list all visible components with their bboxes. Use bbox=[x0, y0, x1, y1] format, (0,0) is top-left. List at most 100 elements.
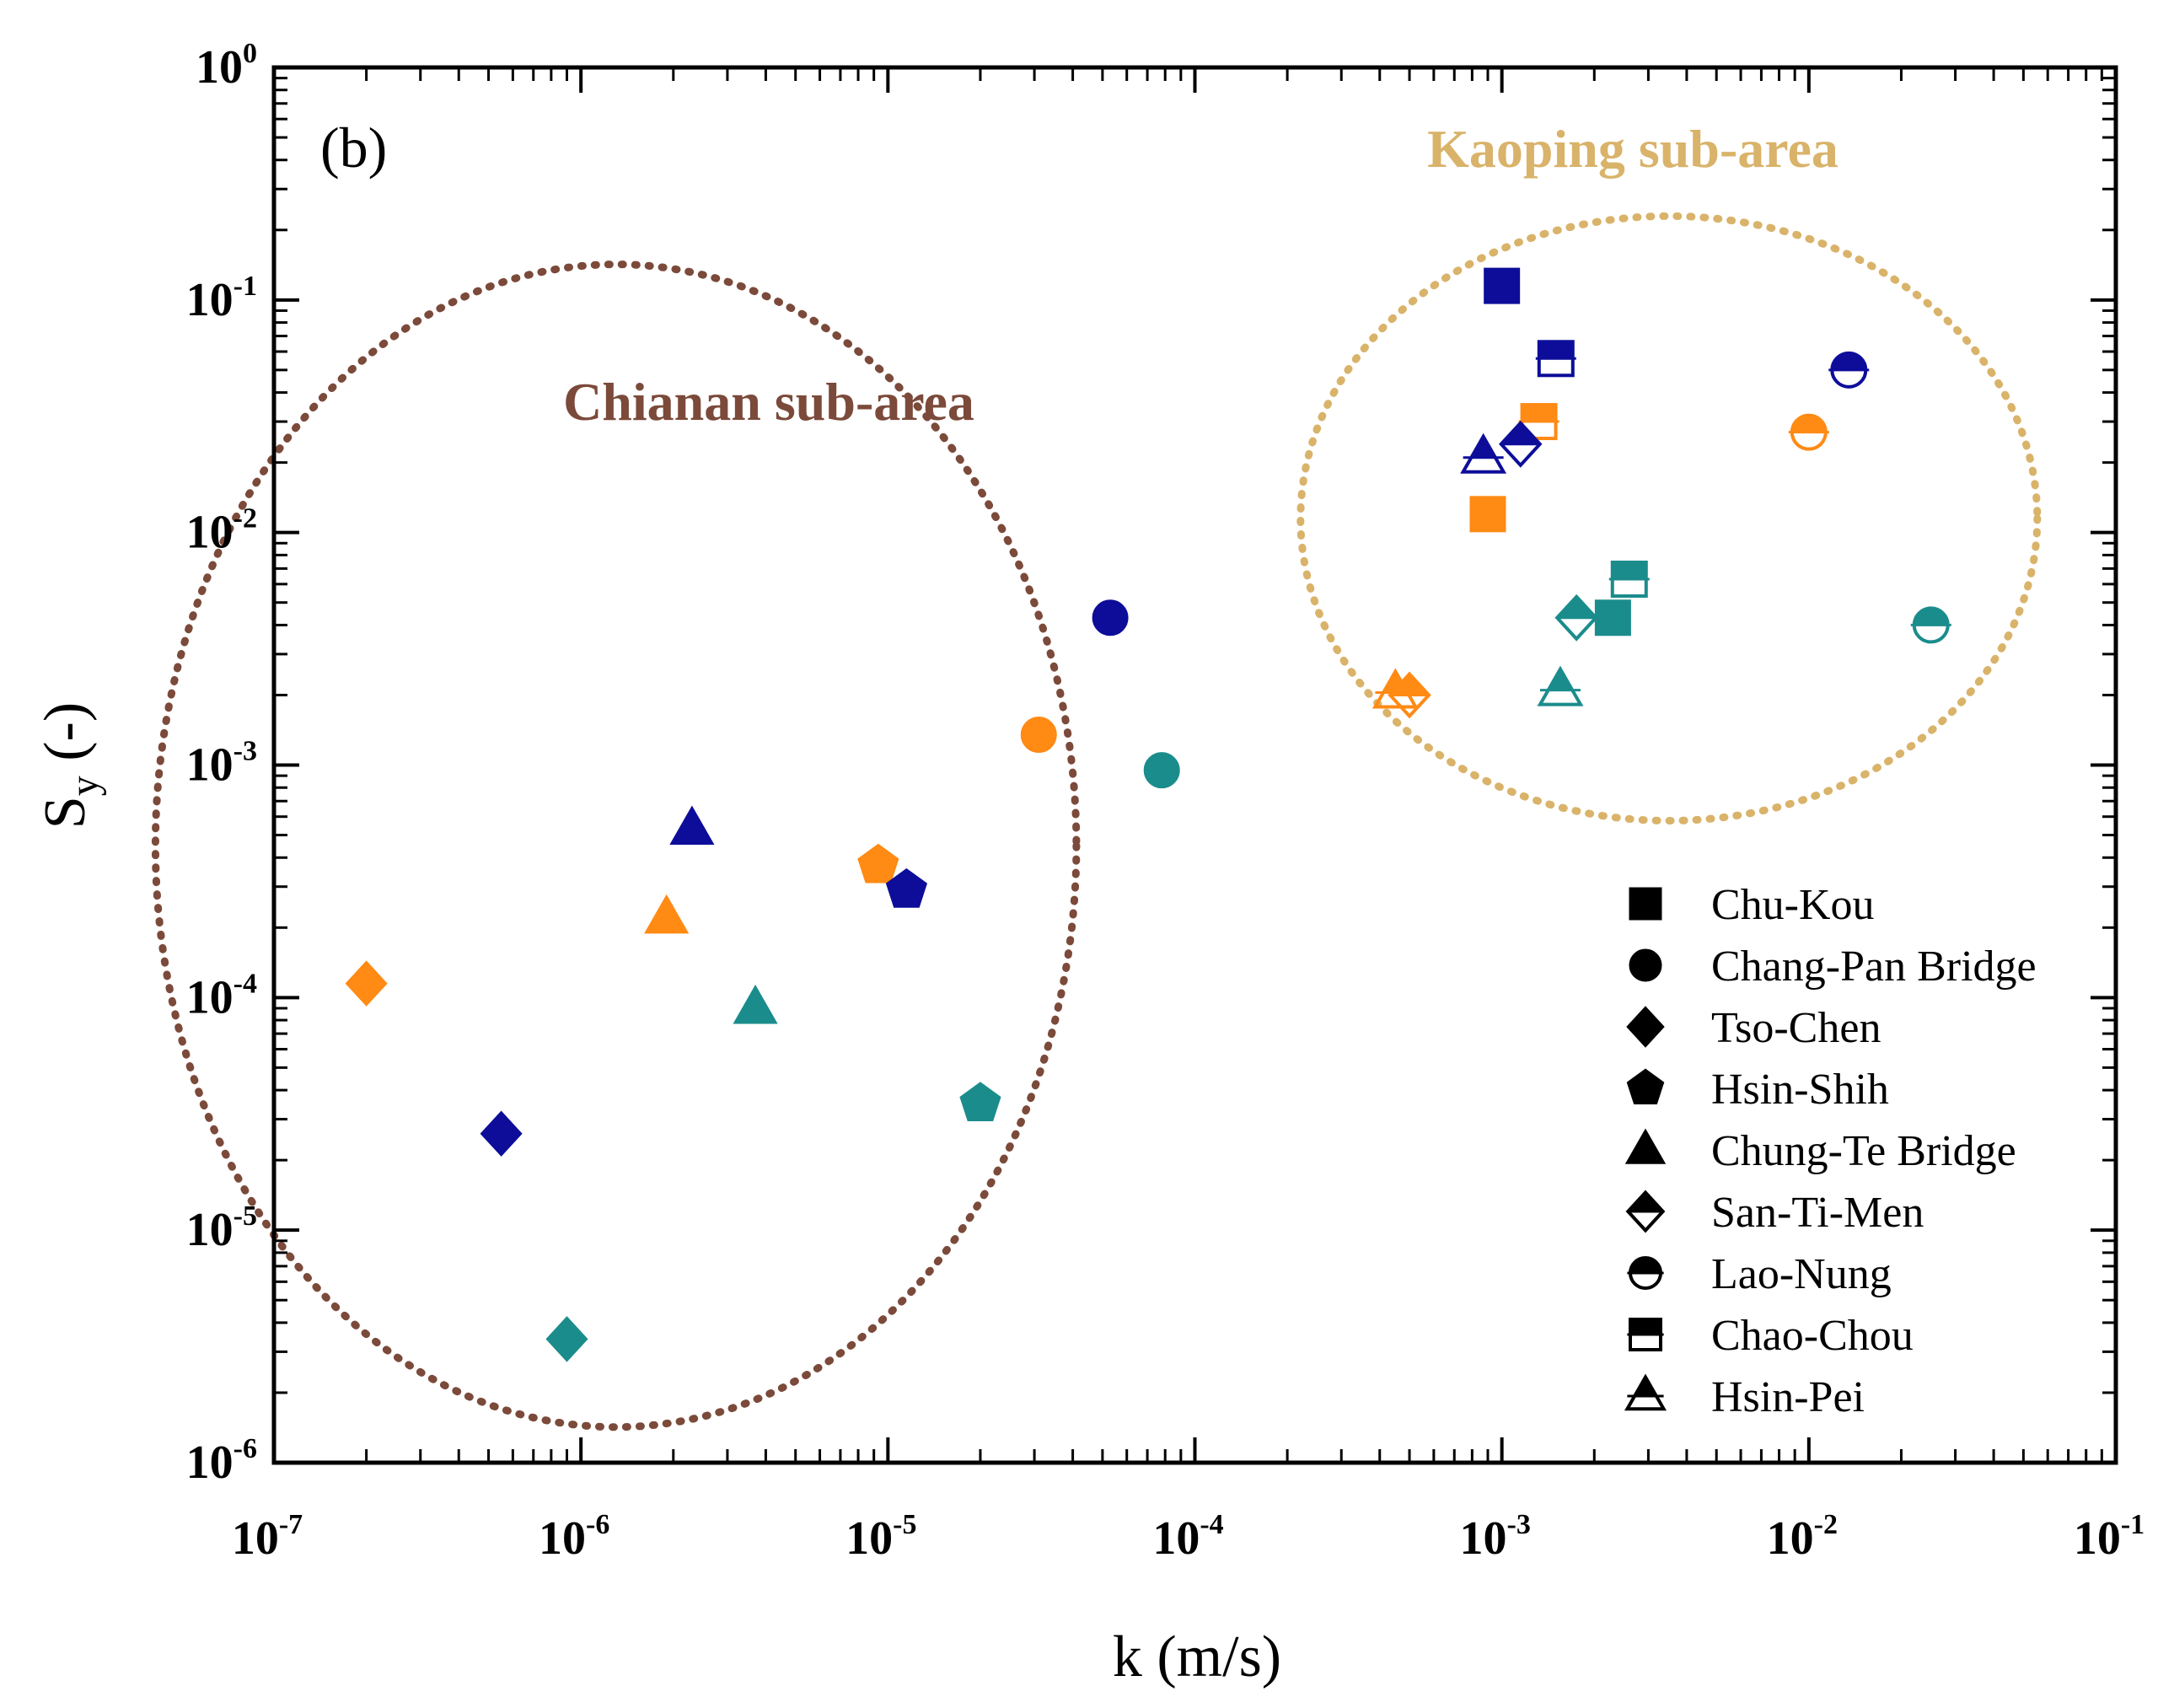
point-tso-chen-shape bbox=[345, 960, 388, 1007]
point-san-ti-men bbox=[1388, 671, 1431, 719]
point-san-ti-men-outline bbox=[1499, 420, 1543, 468]
x-tick-exp: -4 bbox=[1200, 1509, 1223, 1540]
x-tick-exp: -2 bbox=[1814, 1509, 1838, 1540]
point-chu-kou bbox=[1594, 599, 1631, 636]
point-san-ti-men bbox=[1499, 420, 1543, 468]
x-axis-title: k (m/s) bbox=[1113, 1625, 1281, 1689]
point-tso-chen-shape bbox=[545, 1316, 588, 1362]
group-label-kaoping: Kaoping sub-area bbox=[1427, 119, 1839, 179]
y-tick-exp: -6 bbox=[234, 1433, 257, 1464]
legend-chu-kou-marker bbox=[1629, 887, 1662, 921]
data-points bbox=[345, 267, 1951, 1362]
point-hsin-shih-shape bbox=[885, 867, 928, 908]
y-tick-base: 10 bbox=[186, 274, 234, 326]
legend-lao-nung-label: Lao-Nung bbox=[1711, 1250, 1892, 1298]
x-tick-base: 10 bbox=[539, 1512, 586, 1565]
point-san-ti-men-fill bbox=[1557, 596, 1597, 618]
x-tick-label: 10-3 bbox=[1460, 1509, 1531, 1565]
point-chu-kou bbox=[1484, 267, 1521, 304]
point-chu-kou-shape bbox=[1594, 599, 1631, 636]
point-hsin-shih bbox=[959, 1082, 1001, 1122]
legend-san-ti-men-marker bbox=[1625, 1190, 1666, 1233]
y-tick-label: 10-3 bbox=[186, 736, 257, 792]
x-tick-label: 10-6 bbox=[539, 1509, 609, 1565]
y-tick-exp: -1 bbox=[234, 271, 257, 302]
panel-label: (b) bbox=[320, 115, 387, 180]
legend-chang-pan-bridge-label: Chang-Pan Bridge bbox=[1711, 943, 2037, 991]
legend-lao-nung-marker bbox=[1627, 1256, 1664, 1290]
point-chung-te-bridge-shape bbox=[669, 805, 715, 846]
y-tick-label: 10-6 bbox=[186, 1433, 257, 1489]
legend-hsin-pei-marker-fill bbox=[1635, 1377, 1656, 1396]
legend-chu-kou-label: Chu-Kou bbox=[1711, 881, 1875, 929]
x-tick-base: 10 bbox=[1460, 1512, 1507, 1565]
legend-chung-te-bridge-marker-shape bbox=[1624, 1128, 1667, 1164]
legend: Chu-Kou Chang-Pan Bridge Tso-Chen Hsin-Shih… bbox=[1624, 881, 2037, 1421]
group-ellipse-kaoping bbox=[1296, 212, 2042, 825]
point-chung-te-bridge bbox=[733, 984, 778, 1024]
point-chang-pan-bridge-shape bbox=[1143, 752, 1180, 789]
y-tick-base: 10 bbox=[196, 41, 243, 94]
point-hsin-pei-outline bbox=[1460, 432, 1507, 474]
legend-san-ti-men-marker-outline bbox=[1625, 1190, 1666, 1233]
point-san-ti-men bbox=[1554, 594, 1598, 642]
y-tick-label: 10-2 bbox=[186, 503, 257, 559]
point-lao-nung bbox=[1788, 413, 1829, 451]
y-axis-title-sub: y bbox=[62, 776, 107, 796]
group-ellipse-chianan bbox=[151, 260, 1081, 1431]
x-tick-label: 10-7 bbox=[232, 1509, 303, 1565]
point-chung-te-bridge bbox=[644, 894, 690, 934]
point-chang-pan-bridge bbox=[1092, 599, 1129, 636]
point-chao-chou-fill bbox=[1612, 562, 1646, 580]
point-tso-chen bbox=[345, 960, 388, 1007]
point-lao-nung bbox=[1828, 351, 1870, 389]
point-tso-chen bbox=[480, 1110, 523, 1157]
x-tick-base: 10 bbox=[232, 1512, 279, 1565]
legend-chung-te-bridge-marker bbox=[1624, 1128, 1667, 1164]
x-tick-base: 10 bbox=[1152, 1512, 1200, 1565]
point-hsin-shih bbox=[885, 867, 928, 908]
y-tick-label: 10-1 bbox=[186, 271, 257, 326]
x-tick-exp: -3 bbox=[1507, 1509, 1531, 1540]
point-hsin-pei-fill bbox=[1471, 436, 1495, 458]
y-tick-base: 10 bbox=[186, 739, 234, 792]
point-chang-pan-bridge bbox=[1143, 752, 1180, 789]
point-san-ti-men-fill bbox=[1500, 422, 1540, 444]
point-chao-chou bbox=[1608, 561, 1650, 599]
legend-tso-chen-marker-shape bbox=[1626, 1006, 1665, 1048]
y-tick-base: 10 bbox=[186, 971, 234, 1023]
x-tick-label: 10-4 bbox=[1152, 1509, 1223, 1565]
point-hsin-pei-outline bbox=[1537, 665, 1584, 706]
point-lao-nung-fill bbox=[1832, 352, 1866, 370]
legend-tso-chen-marker bbox=[1626, 1006, 1665, 1048]
point-chung-te-bridge-shape bbox=[644, 894, 690, 934]
legend-chang-pan-bridge-marker bbox=[1629, 948, 1662, 982]
y-tick-exp: -3 bbox=[234, 736, 257, 767]
point-san-ti-men-outline bbox=[1554, 594, 1598, 642]
legend-chao-chou-marker bbox=[1627, 1318, 1664, 1351]
y-tick-label: 10-5 bbox=[186, 1200, 257, 1256]
point-hsin-pei bbox=[1460, 432, 1507, 474]
point-lao-nung bbox=[1910, 606, 1951, 644]
legend-chao-chou-marker-fill bbox=[1630, 1319, 1661, 1335]
y-axis-title-suffix: (-) bbox=[33, 702, 98, 776]
point-chao-chou bbox=[1535, 340, 1576, 378]
x-tick-exp: -6 bbox=[586, 1509, 609, 1540]
point-chao-chou-fill bbox=[1522, 405, 1556, 422]
legend-hsin-shih-marker-shape bbox=[1626, 1068, 1665, 1104]
point-hsin-pei bbox=[1537, 665, 1584, 706]
group-ellipses bbox=[151, 212, 2042, 1431]
y-tick-label: 100 bbox=[196, 38, 257, 94]
y-tick-base: 10 bbox=[186, 507, 234, 559]
y-axis-title-main: S bbox=[33, 796, 98, 829]
point-san-ti-men-outline bbox=[1388, 671, 1431, 719]
y-tick-base: 10 bbox=[186, 1204, 234, 1256]
y-tick-label: 10-4 bbox=[186, 968, 257, 1023]
legend-san-ti-men-marker-fill bbox=[1628, 1192, 1663, 1211]
legend-san-ti-men-label: San-Ti-Men bbox=[1711, 1189, 1924, 1237]
point-chung-te-bridge-shape bbox=[733, 984, 778, 1024]
point-tso-chen bbox=[545, 1316, 588, 1362]
legend-chu-kou-marker-shape bbox=[1629, 887, 1662, 921]
